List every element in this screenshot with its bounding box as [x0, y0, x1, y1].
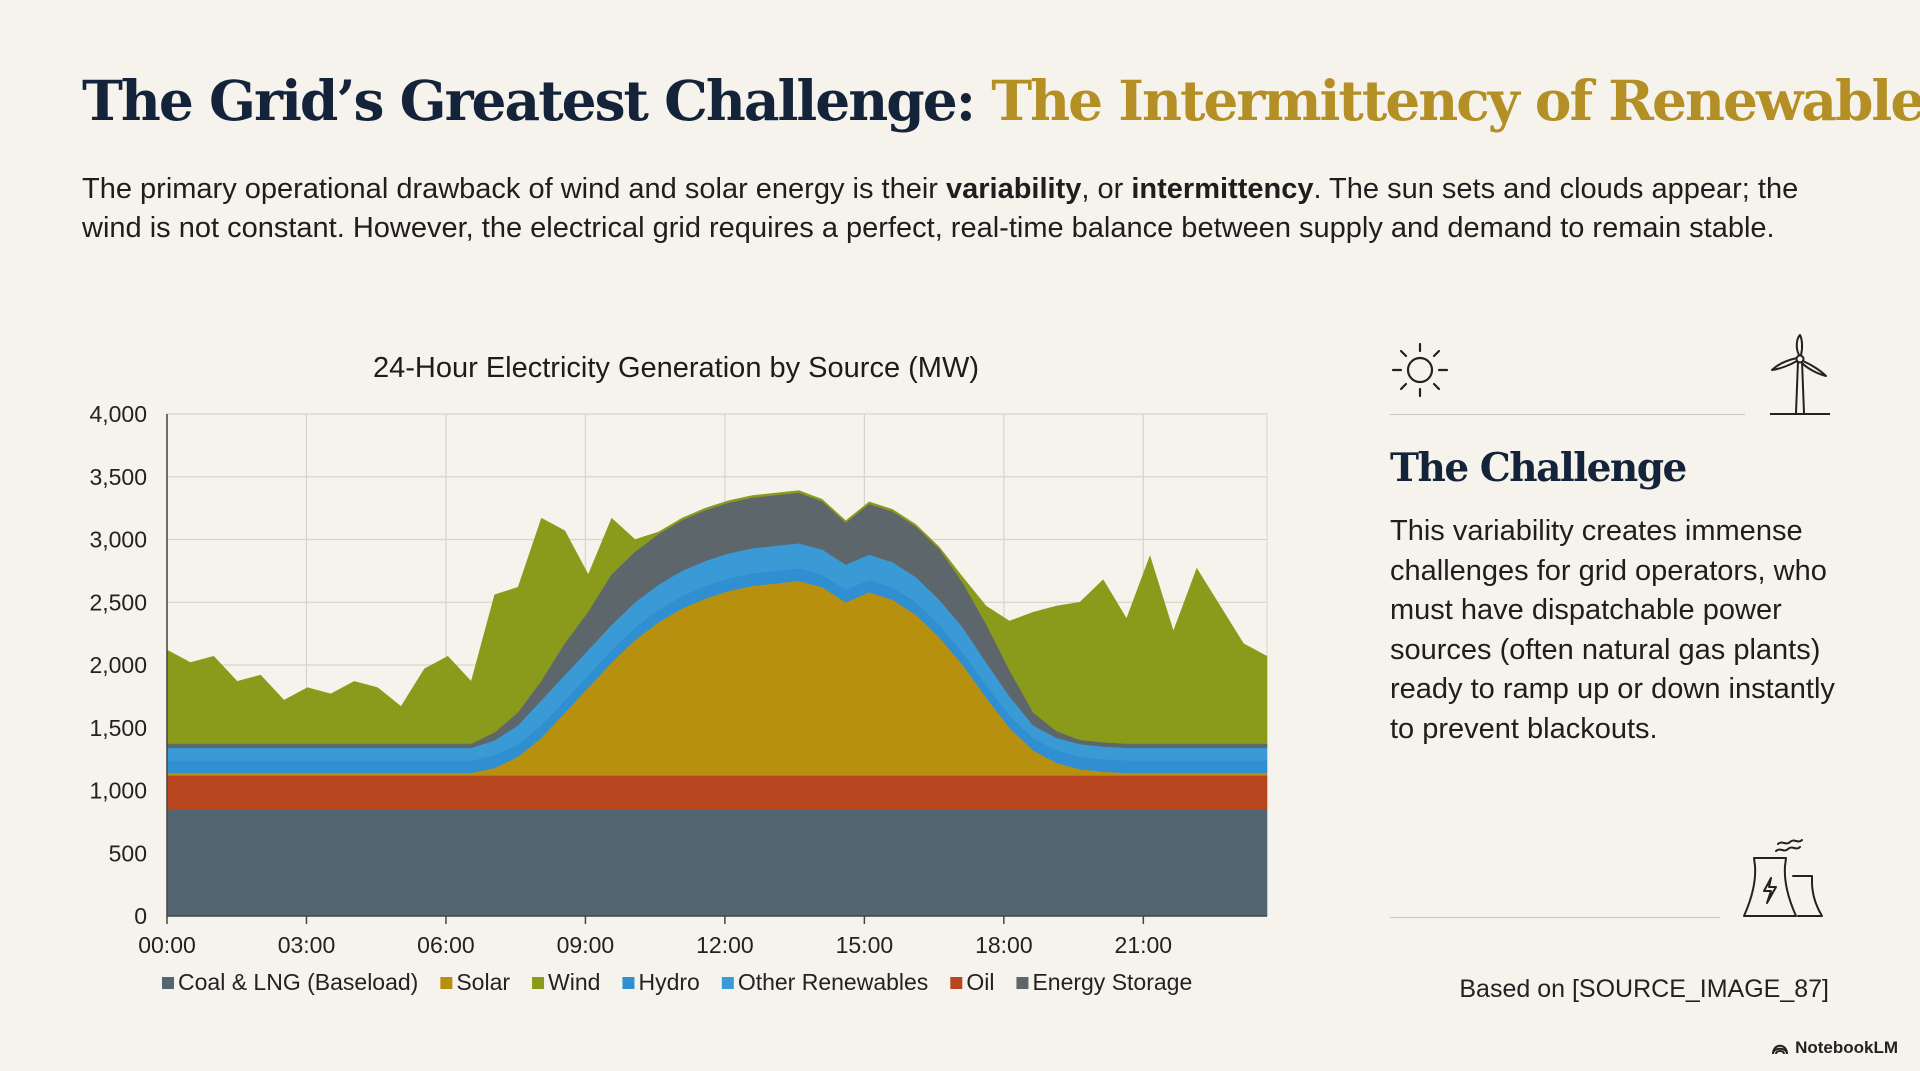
legend-label: Coal & LNG (Baseload) — [178, 969, 418, 995]
intro-bold-variability: variability — [945, 173, 1082, 205]
stacked-area-chart: 24-Hour Electricity Generation by Source… — [89, 352, 1268, 995]
x-tick-label: 21:00 — [1115, 932, 1173, 958]
area-coal-lng-baseload- — [166, 809, 1268, 917]
wind-turbine-icon — [1770, 334, 1830, 415]
challenge-body: This variability creates immense challen… — [1390, 515, 1835, 745]
chart-title: 24-Hour Electricity Generation by Source… — [373, 352, 979, 384]
brand-name: NotebookLM — [1795, 1038, 1898, 1057]
legend-label: Oil — [966, 969, 994, 995]
legend-label: Other Renewables — [738, 969, 929, 995]
legend-swatch — [440, 977, 453, 989]
legend: Coal & LNG (Baseload) Solar Wind Hydro Other… — [162, 969, 1192, 995]
legend-swatch — [950, 977, 963, 989]
y-tick-label: 1,000 — [89, 778, 147, 804]
title-main: The Grid’s Greatest Challenge: — [82, 68, 976, 133]
legend-swatch — [622, 977, 635, 989]
power-plant-icon — [1743, 839, 1823, 917]
intro-bold-intermittency: intermittency — [1131, 173, 1314, 205]
x-tick-label: 12:00 — [696, 932, 754, 958]
area-energy-storage — [166, 492, 1268, 749]
legend-item: Oil — [950, 969, 994, 995]
divider-top — [1390, 414, 1745, 415]
y-tick-label: 4,000 — [89, 401, 147, 427]
y-tick-label: 2,500 — [89, 589, 147, 615]
y-tick-label: 0 — [134, 903, 147, 929]
legend-label: Wind — [548, 969, 600, 995]
area-oil — [166, 775, 1268, 810]
intro-paragraph: The primary operational drawback of wind… — [82, 170, 1802, 247]
intro-text: . The sun sets and clouds appear; the wi… — [82, 173, 1799, 244]
legend-item: Other Renewables — [721, 969, 929, 995]
source-citation: Based on [SOURCE_IMAGE_87] — [1459, 975, 1829, 1003]
x-tick-label: 15:00 — [836, 932, 894, 958]
notebooklm-logo-icon — [1772, 1044, 1789, 1055]
legend-item: Energy Storage — [1016, 969, 1192, 995]
x-tick-label: 09:00 — [557, 932, 615, 958]
legend-item: Coal & LNG (Baseload) — [162, 969, 418, 995]
legend-item: Wind — [532, 969, 600, 995]
areas — [166, 490, 1268, 917]
x-tick-label: 06:00 — [417, 932, 475, 958]
y-tick-label: 500 — [109, 840, 147, 866]
legend-item: Hydro — [622, 969, 700, 995]
title-accent: The Intermittency of Renewables — [991, 68, 1920, 133]
y-tick-label: 3,500 — [89, 464, 147, 490]
x-tick-label: 00:00 — [138, 932, 196, 958]
y-tick-label: 3,000 — [89, 527, 147, 553]
brand-notebooklm: NotebookLM — [1771, 1038, 1898, 1058]
x-tick-label: 03:00 — [278, 932, 336, 958]
legend-swatch — [532, 977, 545, 989]
legend-label: Energy Storage — [1032, 969, 1192, 995]
y-tick-label: 2,000 — [89, 652, 147, 678]
axes: 0 500 1,000 1,500 2,000 2,500 3,000 3,500 4,000 0… — [89, 401, 1267, 958]
page-title: The Grid’s Greatest Challenge: The Inter… — [82, 68, 1920, 133]
x-tick-label: 18:00 — [975, 932, 1033, 958]
intro-text: The primary operational drawback of wind… — [82, 173, 946, 205]
intro-text: , or — [1081, 173, 1132, 205]
legend-label: Hydro — [638, 969, 699, 995]
legend-swatch — [162, 977, 174, 989]
y-tick-label: 1,500 — [89, 715, 147, 741]
legend-swatch — [1016, 977, 1029, 989]
legend-item: Solar — [440, 969, 510, 995]
legend-swatch — [721, 977, 734, 989]
challenge-heading: The Challenge — [1390, 445, 1687, 491]
divider-bottom — [1390, 917, 1720, 918]
legend-label: Solar — [456, 969, 510, 995]
sun-icon — [1391, 342, 1449, 398]
